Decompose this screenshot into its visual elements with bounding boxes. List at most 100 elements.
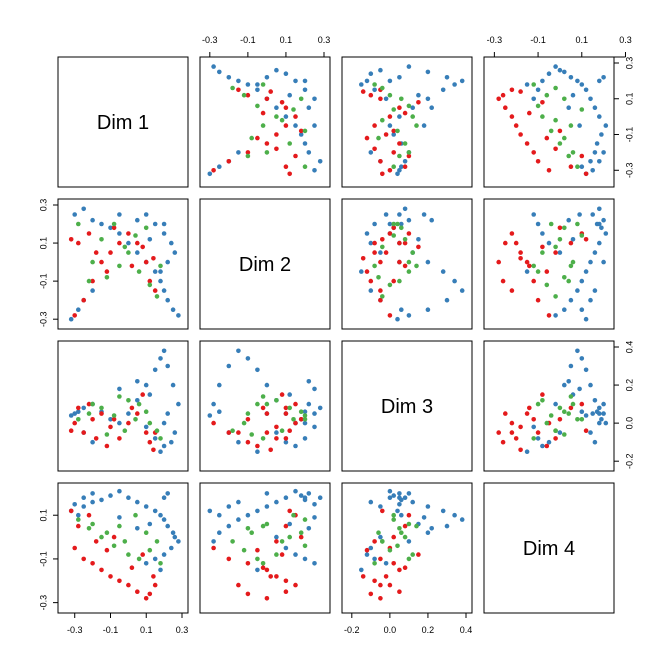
point-layer	[207, 488, 323, 601]
data-point-group1-7	[135, 250, 140, 255]
data-point-group1-9	[152, 367, 158, 373]
tick-label: 0.4	[460, 625, 473, 635]
data-point-group3-13	[158, 436, 163, 441]
data-point-group3-0	[391, 164, 397, 169]
data-point-group2-6	[126, 231, 131, 236]
data-point-group2-1	[535, 430, 541, 435]
data-point-group2-14	[544, 443, 550, 449]
data-point-group2-9	[147, 278, 153, 284]
data-point-group2-15	[129, 565, 135, 570]
data-point-group1-29	[312, 123, 317, 128]
data-point-group1-23	[592, 288, 598, 293]
data-point-group1-6	[397, 495, 402, 501]
data-point-group2-16	[416, 100, 421, 105]
data-point-group3-1	[86, 278, 92, 284]
tick-label: 0.1	[576, 35, 589, 45]
data-point-group3-8	[117, 394, 122, 399]
tick-label: -0.2	[624, 453, 634, 469]
data-point-group1-7	[274, 105, 279, 110]
data-point-group1-24	[597, 221, 602, 227]
data-point-group1-10	[245, 82, 251, 87]
data-point-group2-2	[245, 561, 251, 566]
data-point-group3-10	[562, 275, 567, 280]
data-point-group1-3	[399, 221, 404, 227]
axis-layer: -0.3 -0.1 0.1 0.3 -0.3 -0.1 0.1 0.3 -0.3 -0.1 0.1 0…	[38, 35, 634, 635]
data-point-group1-20	[395, 508, 400, 514]
diagonal-label-dim-1: Dim 1	[97, 112, 149, 134]
data-point-group2-8	[264, 96, 270, 102]
point-layer	[68, 348, 181, 455]
data-point-group3-9	[133, 512, 138, 518]
data-point-group1-28	[306, 379, 312, 384]
data-point-group3-13	[158, 263, 163, 269]
data-point-group1-29	[117, 515, 122, 520]
data-point-group1-11	[161, 348, 167, 354]
data-point-group1-1	[402, 159, 408, 164]
data-point-group3-13	[260, 436, 266, 441]
data-point-group1-19	[312, 96, 317, 102]
data-point-group1-8	[588, 96, 593, 102]
data-point-group2-0	[211, 168, 216, 173]
data-point-group1-17	[293, 552, 298, 557]
data-point-group3-4	[410, 114, 416, 119]
data-point-group1-13	[425, 530, 431, 535]
data-point-group3-2	[557, 237, 563, 242]
tick-label: -0.1	[624, 127, 634, 143]
data-point-group1-2	[90, 217, 95, 223]
data-point-group2-4	[108, 424, 113, 430]
tick-label: -0.3	[487, 35, 503, 45]
data-point-group3-12	[90, 521, 95, 527]
data-point-group2-16	[540, 100, 545, 105]
data-point-group2-16	[140, 244, 145, 250]
data-point-group2-6	[387, 114, 393, 119]
data-point-group3-1	[566, 411, 571, 416]
data-point-group2-13	[553, 250, 558, 255]
diagonal-label-dim-4: Dim 4	[523, 538, 575, 560]
data-point-group2-17	[557, 225, 563, 231]
data-point-group1-27	[287, 521, 293, 527]
data-point-group1-10	[158, 512, 163, 518]
data-point-group1-2	[306, 491, 312, 496]
data-point-group3-0	[391, 221, 397, 227]
data-point-group3-12	[406, 150, 412, 155]
data-point-group1-17	[540, 78, 545, 84]
panel-frame	[341, 340, 473, 472]
data-point-group1-7	[135, 398, 140, 403]
data-point-group2-14	[104, 269, 110, 274]
data-point-group3-2	[99, 534, 104, 540]
data-point-group3-3	[395, 543, 400, 549]
data-point-group1-12	[165, 363, 170, 369]
data-point-group2-2	[531, 278, 536, 284]
data-point-group3-4	[274, 552, 279, 557]
data-point-group3-12	[406, 259, 412, 265]
data-point-group2-16	[279, 552, 285, 557]
data-point-group2-13	[274, 539, 279, 544]
data-point-group3-11	[298, 530, 304, 535]
data-point-group1-14	[406, 539, 412, 544]
data-point-group2-3	[524, 141, 530, 146]
data-point-group1-0	[72, 502, 77, 507]
data-point-group2-10	[509, 87, 515, 93]
data-point-group1-19	[312, 561, 317, 566]
data-point-group3-11	[143, 225, 149, 231]
top-axis-dim-4: -0.3 -0.1 0.1 0.3	[487, 35, 632, 58]
data-point-group3-4	[540, 250, 545, 255]
panel-dim-3-vs-dim-2	[341, 198, 473, 330]
data-point-group2-19	[380, 508, 385, 514]
data-point-group3-10	[562, 135, 567, 141]
data-point-group3-5	[535, 401, 541, 407]
data-point-group3-3	[395, 221, 400, 227]
data-point-group2-12	[579, 401, 585, 407]
data-point-group1-15	[378, 250, 383, 255]
data-point-group1-14	[176, 539, 181, 544]
data-point-group2-3	[397, 141, 402, 146]
data-point-group2-13	[93, 250, 99, 255]
data-point-group1-13	[562, 382, 567, 388]
data-point-group2-11	[402, 523, 408, 529]
point-layer	[496, 348, 609, 455]
data-point-group3-13	[531, 263, 536, 269]
data-point-group3-12	[570, 150, 576, 155]
data-point-group3-5	[136, 401, 142, 407]
data-point-group3-0	[575, 164, 580, 169]
data-point-group1-10	[158, 278, 163, 284]
